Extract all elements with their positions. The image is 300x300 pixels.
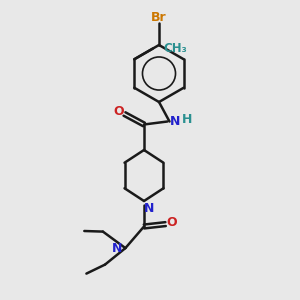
Text: N: N (111, 242, 122, 255)
Text: CH₃: CH₃ (164, 42, 187, 55)
Text: O: O (166, 216, 177, 229)
Text: N: N (144, 202, 154, 215)
Text: N: N (169, 115, 180, 128)
Text: H: H (182, 112, 193, 126)
Text: O: O (114, 104, 124, 118)
Text: Br: Br (151, 11, 167, 24)
